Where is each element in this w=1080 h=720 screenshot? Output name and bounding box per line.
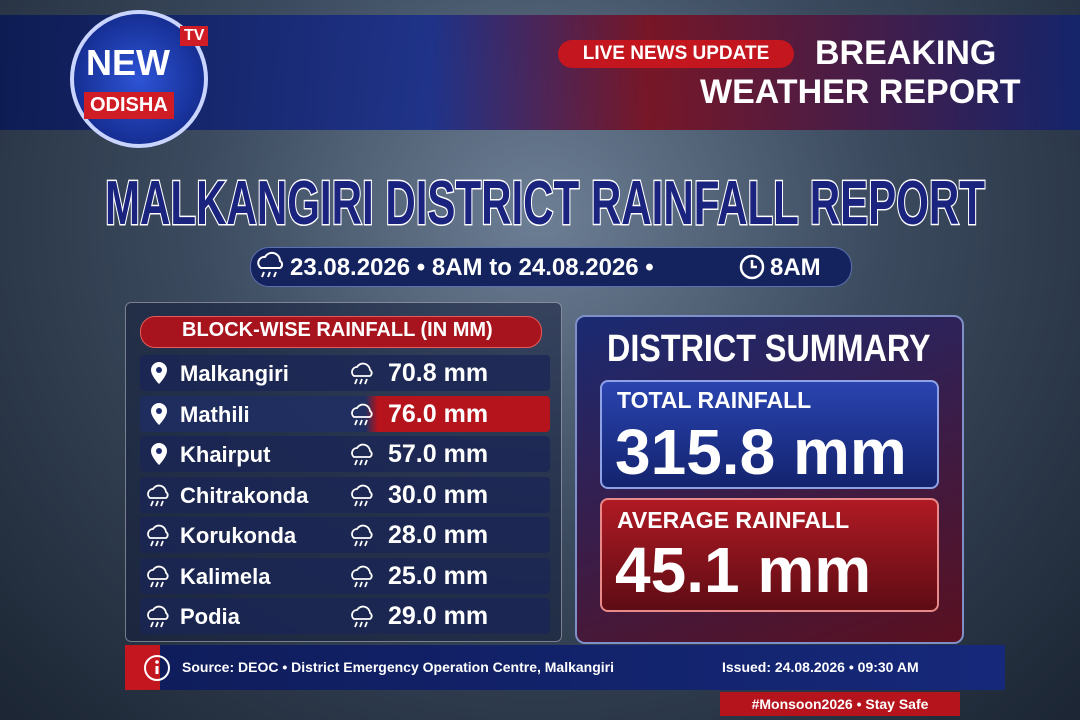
average-value: 45.1 mm <box>615 534 872 606</box>
icon <box>351 524 373 547</box>
source: Source: DEOC • District Emergency Operat… <box>182 659 615 675</box>
table-row: Korukonda 28.0 mm <box>140 517 550 553</box>
block-rainfall: 25.0 mm <box>388 561 489 590</box>
icon <box>151 402 167 425</box>
main-title: MALKANGIRI DISTRICT RAINFALL REPORT <box>105 169 985 238</box>
block-rainfall: 28.0 mm <box>388 521 489 549</box>
icon <box>351 443 373 466</box>
summary-heading: DISTRICT SUMMARY <box>607 328 931 370</box>
table-row: Mathili 76.0 mm <box>140 395 550 432</box>
issued: Issued: 24.08.2026 • 09:30 AM <box>722 659 919 675</box>
block-name: Chitrakonda <box>180 482 309 508</box>
weather-report: WEATHER REPORT <box>700 73 1021 111</box>
icon <box>147 565 169 587</box>
icon <box>351 565 373 587</box>
icon <box>351 403 373 425</box>
icon <box>351 484 373 506</box>
icon <box>151 443 167 465</box>
block-name: Podia <box>180 604 240 629</box>
table-row: Khairput 57.0 mm <box>140 436 550 472</box>
logo-main: NEW <box>86 42 170 83</box>
block-name: Mathili <box>180 401 250 427</box>
total-value: 315.8 mm <box>615 416 907 488</box>
table-row: Malkangiri 70.8 mm <box>140 355 550 391</box>
block-rainfall: 30.0 mm <box>388 480 489 509</box>
logo-tv: TV <box>180 26 209 46</box>
table-heading: BLOCK-WISE RAINFALL (IN MM) <box>182 319 493 341</box>
info-icon <box>144 655 170 681</box>
live-badge: LIVE NEWS UPDATE <box>558 40 794 68</box>
block-rainfall: 29.0 mm <box>388 602 489 630</box>
icon <box>147 484 169 506</box>
block-name: Korukonda <box>180 523 297 548</box>
table-row: Kalimela 25.0 mm <box>140 557 550 594</box>
icon <box>151 362 167 384</box>
total-label: TOTAL RAINFALL <box>617 387 812 413</box>
icon <box>147 605 169 628</box>
block-name: Kalimela <box>180 563 271 589</box>
clock-icon <box>739 254 765 280</box>
block-rainfall: 70.8 mm <box>388 359 489 387</box>
icon <box>351 362 373 385</box>
table-row: Chitrakonda 30.0 mm <box>140 476 550 513</box>
block-name: Khairput <box>180 442 271 467</box>
total-box <box>600 380 939 489</box>
icon <box>147 524 169 547</box>
average-box <box>600 498 939 612</box>
breaking: BREAKING <box>815 34 997 72</box>
rain-icon <box>257 251 284 278</box>
table-row: Podia 29.0 mm <box>140 598 550 634</box>
period-text: 23.08.2026 • 8AM to 24.08.2026 • <box>290 254 654 281</box>
block-rainfall: 76.0 mm <box>388 399 489 428</box>
block-name: Malkangiri <box>180 361 289 386</box>
table-heading-pill <box>140 316 542 348</box>
icon <box>351 605 373 628</box>
average-label: AVERAGE RAINFALL <box>617 507 850 533</box>
logo-sub: ODISHA <box>84 92 174 119</box>
period-time: 8AM <box>770 254 821 281</box>
hashtag: #Monsoon2026 • Stay Safe <box>720 692 960 716</box>
block-rainfall: 57.0 mm <box>388 440 489 468</box>
footer-band <box>125 645 1005 690</box>
title-svg: MALKANGIRI DISTRICT RAINFALL REPORT <box>104 168 987 240</box>
